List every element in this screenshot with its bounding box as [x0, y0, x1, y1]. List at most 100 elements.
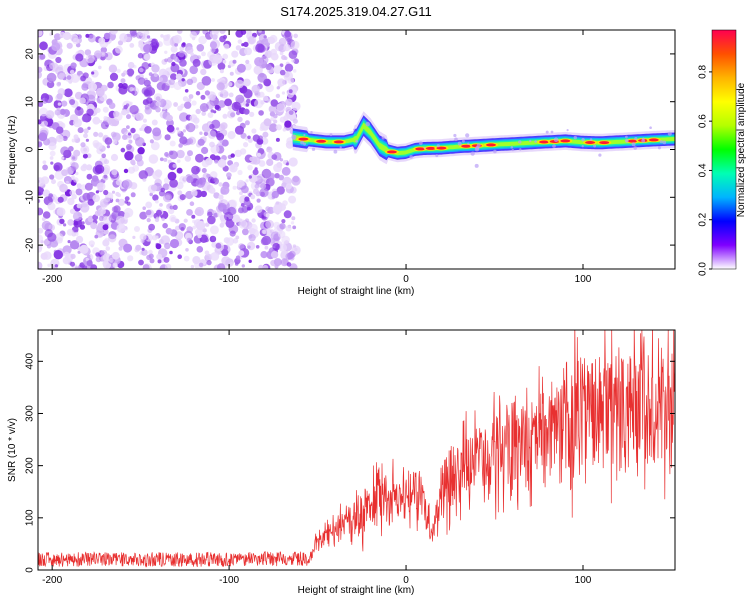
noise-speck — [179, 136, 188, 145]
noise-speck — [170, 216, 176, 222]
noise-speck — [245, 179, 249, 183]
noise-speck — [39, 53, 46, 60]
noise-speck — [139, 233, 147, 241]
noise-speck — [243, 41, 249, 48]
noise-speck — [190, 52, 194, 56]
noise-speck — [129, 43, 135, 48]
noise-speck — [262, 229, 268, 235]
noise-speck — [73, 118, 82, 128]
noise-speck — [252, 169, 259, 176]
noise-speck — [219, 139, 224, 144]
ridge-speck — [667, 131, 672, 136]
noise-speck — [274, 264, 279, 269]
noise-speck — [130, 159, 136, 165]
noise-speck — [245, 103, 250, 107]
noise-speck — [234, 262, 239, 266]
noise-speck — [94, 164, 105, 174]
noise-speck — [285, 98, 293, 106]
noise-speck — [38, 261, 43, 269]
bottom-xtick-label: -100 — [219, 575, 239, 586]
noise-speck — [206, 260, 212, 266]
noise-speck — [145, 201, 153, 209]
noise-speck — [277, 230, 286, 239]
noise-speck — [57, 88, 66, 96]
noise-speck — [103, 159, 110, 165]
noise-speck — [236, 179, 245, 188]
noise-speck — [217, 100, 226, 108]
noise-speck — [81, 83, 89, 91]
noise-speck — [127, 132, 132, 136]
noise-speck — [216, 132, 225, 141]
noise-speck — [151, 64, 160, 73]
noise-speck — [53, 33, 62, 41]
noise-speck — [217, 263, 226, 269]
noise-speck — [210, 41, 217, 48]
noise-speck — [230, 153, 235, 158]
noise-speck — [191, 214, 196, 219]
noise-speck — [183, 255, 190, 262]
noise-speck — [111, 190, 116, 194]
noise-speck — [224, 98, 233, 107]
noise-speck — [79, 244, 89, 254]
noise-speck — [174, 43, 179, 47]
noise-speck — [244, 62, 252, 71]
noise-speck — [186, 226, 193, 233]
noise-speck — [242, 228, 249, 236]
noise-speck — [69, 99, 76, 105]
noise-speck — [48, 193, 53, 198]
noise-speck — [239, 191, 243, 196]
bottom-ytick-label: 400 — [25, 353, 36, 370]
noise-speck — [228, 199, 238, 209]
noise-speck — [271, 154, 278, 160]
noise-speck — [138, 259, 144, 266]
noise-speck — [187, 138, 194, 145]
noise-speck — [146, 84, 152, 90]
noise-speck — [255, 245, 260, 249]
noise-speck — [195, 91, 201, 96]
noise-speck — [53, 164, 60, 171]
noise-speck — [290, 221, 295, 225]
top-y-axis: -20 -10 0 10 20 — [25, 48, 675, 252]
noise-speck — [146, 35, 151, 39]
noise-speck — [189, 201, 195, 206]
noise-speck — [256, 198, 261, 203]
noise-speck — [245, 59, 250, 64]
noise-speck — [280, 258, 289, 267]
ridge-hotspot-red — [436, 146, 447, 150]
noise-speck — [273, 65, 283, 74]
noise-speck — [189, 65, 198, 75]
noise-speck — [207, 112, 214, 118]
noise-speck — [148, 72, 153, 76]
noise-speck — [222, 59, 227, 64]
ridge-speck — [470, 151, 475, 156]
colorbar — [711, 29, 737, 270]
noise-speck — [87, 126, 91, 130]
noise-speck — [184, 101, 192, 109]
noise-speck — [207, 130, 217, 139]
noise-speck — [186, 78, 194, 86]
noise-speck — [275, 124, 282, 131]
bottom-y-axis-label: SNR (10 * v/v) — [7, 418, 18, 482]
noise-speck — [100, 121, 109, 130]
noise-speck — [268, 105, 276, 113]
noise-speck — [123, 168, 129, 174]
noise-speck — [42, 160, 47, 165]
noise-speck — [243, 108, 250, 115]
noise-speck — [262, 131, 269, 138]
ridge-speck — [649, 126, 652, 129]
noise-speck — [176, 149, 185, 159]
noise-speck — [130, 31, 138, 38]
noise-speck — [115, 215, 125, 225]
ridge-speck — [657, 146, 661, 150]
noise-speck — [190, 264, 195, 269]
noise-speck — [291, 245, 301, 255]
noise-speck — [201, 168, 207, 173]
noise-speck — [244, 196, 250, 202]
noise-speck — [95, 256, 102, 263]
noise-speck — [160, 187, 166, 193]
bottom-ytick-label: 100 — [25, 509, 36, 526]
noise-speck — [51, 179, 56, 185]
noise-speck — [94, 50, 102, 59]
ridge-hotspot-red — [333, 140, 344, 144]
noise-speck — [248, 234, 256, 242]
